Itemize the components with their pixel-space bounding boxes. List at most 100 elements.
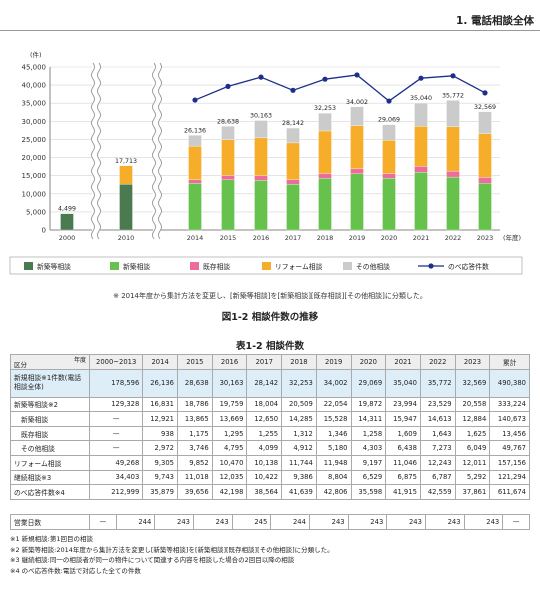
chart-grid: [50, 66, 500, 231]
bar-segment: [188, 135, 202, 147]
footnote-1: ※1 新規相談:第1回目の相談: [10, 535, 93, 543]
consultation-table: 年度 区分 2000~2013 2014 2015 2016 2017 2018 2019 2…: [10, 354, 530, 500]
line-series-point: [258, 74, 264, 80]
table-cell: 6,438: [385, 440, 421, 456]
table-cell: 15,947: [385, 411, 421, 427]
section-title: 1. 電話相談全体: [456, 15, 534, 27]
legend-swatch: [343, 262, 352, 270]
bar-segment: [221, 175, 235, 180]
bar-segment: [221, 126, 235, 140]
table-cell: 29,069: [350, 368, 387, 398]
table-cell: 6,875: [385, 469, 421, 486]
bar-total-label: 28,142: [282, 120, 304, 127]
line-series-point: [418, 75, 424, 81]
table-cell: —: [88, 440, 144, 456]
bar-segment: [119, 165, 133, 185]
table-cell: 12,243: [419, 454, 456, 471]
table-cell: 19,872: [350, 396, 387, 413]
table-cell: 37,861: [454, 484, 491, 500]
business-days-cell: 245: [231, 514, 272, 530]
table-cell: 938: [142, 425, 178, 442]
table-body: 新規相談※1件数(電話相談全体) 178,596 26,136 28,638 30,16…: [10, 368, 530, 500]
bar-segment: [414, 126, 428, 167]
bar-segment: [350, 125, 364, 170]
table-cell: 14,311: [350, 411, 387, 427]
y-tick-label: 5,000: [26, 208, 46, 216]
legend-label: 新築等相談: [37, 262, 71, 271]
table-cell: 26,136: [142, 368, 178, 398]
table-cell: 41,639: [281, 484, 317, 500]
table-cell: 10,138: [246, 454, 283, 471]
y-tick-label: 35,000: [22, 100, 47, 108]
column-header: 2020: [350, 354, 387, 370]
table-cell: 49,767: [489, 440, 530, 456]
table-cell: 178,596: [88, 368, 144, 398]
column-header: 2019: [315, 354, 352, 370]
row-label: のべ応答件数※4: [10, 484, 90, 500]
y-tick-label: 25,000: [22, 136, 47, 144]
chart-legend: 新築等相談 新築相談 既存相談 リフォーム相談 その他相談 のべ応答件数: [9, 256, 523, 275]
business-days-cell: 243: [154, 514, 194, 530]
table-cell: 12,035: [211, 469, 248, 486]
line-series-point: [322, 76, 328, 82]
bar-segment: [478, 183, 492, 231]
axis-break-mark: [158, 62, 162, 240]
table-cell: 22,054: [315, 396, 352, 413]
business-days-cell: 244: [115, 514, 156, 530]
table-cell: 32,569: [454, 368, 491, 398]
bar-segment: [188, 145, 202, 180]
table-cell: 18,786: [177, 396, 213, 413]
business-days-cell: —: [89, 514, 117, 530]
y-tick-label: 10,000: [22, 190, 47, 198]
table-cell: 28,142: [246, 368, 283, 398]
table-cell: 35,879: [142, 484, 178, 500]
table-cell: 12,921: [142, 411, 178, 427]
table-cell: 611,674: [489, 484, 530, 500]
table-cell: 4,303: [350, 440, 387, 456]
table-cell: 10,470: [211, 454, 248, 471]
bar-total-label: 34,002: [346, 99, 368, 106]
bar-segment: [221, 179, 235, 231]
table-row: その他相談 —2,972 3,746 4,795 4,099 4,912 5,180 4,30…: [10, 440, 530, 456]
table-cell: 39,656: [177, 484, 213, 500]
table-cell: 1,175: [177, 425, 213, 442]
table-header-row: 年度 区分 2000~2013 2014 2015 2016 2017 2018 2019 2…: [10, 354, 530, 370]
bar-segment: [382, 140, 396, 174]
table-cell: 13,669: [211, 411, 248, 427]
table-row: のべ応答件数※4 212,999 35,879 39,656 42,198 38,564 4…: [10, 484, 530, 500]
line-series-point: [192, 97, 198, 103]
table-cell: 4,912: [281, 440, 317, 456]
table-cell: 12,650: [246, 411, 283, 427]
bar-segment: [446, 126, 460, 172]
table-cell: 9,386: [281, 469, 317, 486]
column-header: 2016: [211, 354, 248, 370]
line-series-point: [225, 83, 231, 89]
table-cell: 7,273: [419, 440, 456, 456]
column-header: 2022: [419, 354, 456, 370]
bar-total-label: 30,163: [250, 113, 272, 120]
bar-segment: [382, 173, 396, 179]
bar-segment: [382, 124, 396, 141]
bar-total-label: 32,569: [474, 104, 496, 111]
table-cell: 333,224: [489, 396, 530, 413]
y-tick-label: 15,000: [22, 172, 47, 180]
x-tick-label: 2014: [187, 234, 204, 242]
table-cell: —: [88, 411, 144, 427]
table-cell: 140,673: [489, 411, 530, 427]
legend-label: リフォーム相談: [275, 262, 323, 271]
y-tick-label: 40,000: [22, 82, 47, 90]
table-cell: 42,559: [419, 484, 456, 500]
table-cell: 15,528: [315, 411, 352, 427]
bar-segment: [446, 170, 460, 178]
business-days-row: 営業日数 —244 243 243 245 244 243 243 243 243 243—: [10, 514, 530, 530]
table-cell: 12,011: [454, 454, 491, 471]
table-cell: 20,558: [454, 396, 491, 413]
table-cell: 9,305: [142, 454, 178, 471]
bar-segment: [350, 106, 364, 126]
line-series-point: [386, 98, 392, 104]
table-cell: 49,268: [88, 454, 144, 471]
bar-segment: [119, 183, 133, 231]
bar-segment: [254, 175, 268, 181]
table-row: 継続相談※3 34,403 9,743 11,018 12,035 10,422 9,386…: [10, 469, 530, 486]
table-cell: 1,625: [454, 425, 491, 442]
